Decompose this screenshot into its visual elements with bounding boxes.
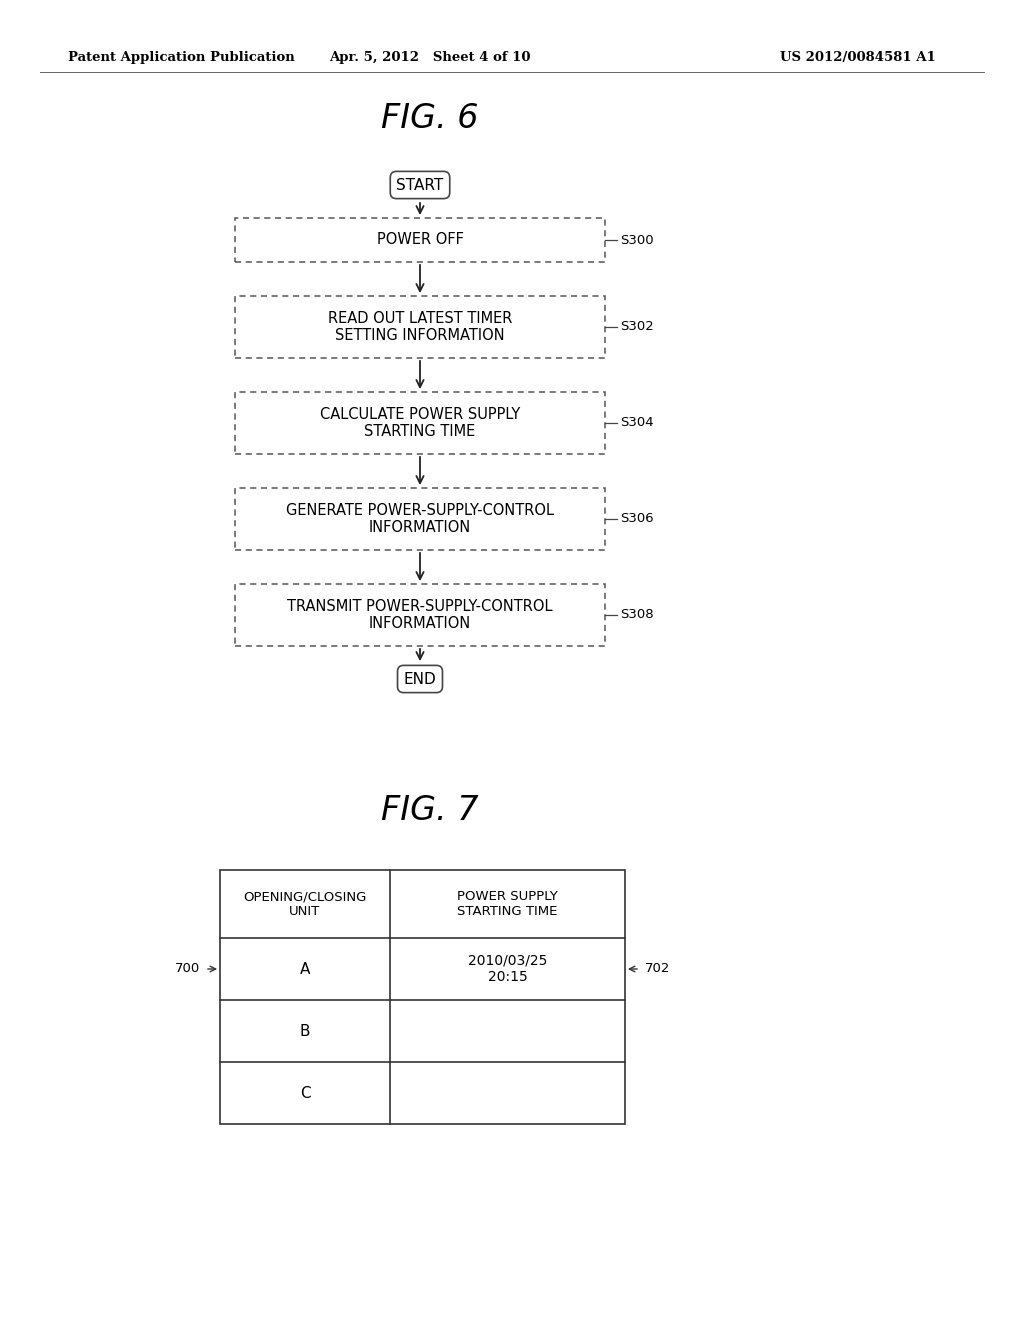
- Bar: [234, 488, 605, 550]
- Bar: [234, 296, 605, 358]
- Text: US 2012/0084581 A1: US 2012/0084581 A1: [780, 51, 936, 65]
- Text: S304: S304: [620, 417, 653, 429]
- Text: Patent Application Publication: Patent Application Publication: [68, 51, 295, 65]
- Bar: [234, 218, 605, 261]
- Text: 702: 702: [645, 962, 671, 975]
- Text: 700: 700: [175, 962, 200, 975]
- Bar: [234, 392, 605, 454]
- Text: TRANSMIT POWER-SUPPLY-CONTROL
INFORMATION: TRANSMIT POWER-SUPPLY-CONTROL INFORMATIO…: [288, 599, 553, 631]
- Text: S302: S302: [620, 321, 653, 334]
- Text: GENERATE POWER-SUPPLY-CONTROL
INFORMATION: GENERATE POWER-SUPPLY-CONTROL INFORMATIO…: [286, 503, 554, 535]
- Text: FIG. 7: FIG. 7: [381, 793, 479, 826]
- Text: S300: S300: [620, 234, 653, 247]
- Bar: [220, 870, 625, 1125]
- Text: CALCULATE POWER SUPPLY
STARTING TIME: CALCULATE POWER SUPPLY STARTING TIME: [319, 407, 520, 440]
- Text: START: START: [396, 177, 443, 193]
- Bar: [234, 583, 605, 645]
- Text: Apr. 5, 2012   Sheet 4 of 10: Apr. 5, 2012 Sheet 4 of 10: [330, 51, 530, 65]
- Text: C: C: [300, 1085, 310, 1101]
- Text: A: A: [300, 961, 310, 977]
- Text: READ OUT LATEST TIMER
SETTING INFORMATION: READ OUT LATEST TIMER SETTING INFORMATIO…: [328, 310, 512, 343]
- Text: POWER SUPPLY
STARTING TIME: POWER SUPPLY STARTING TIME: [457, 890, 558, 917]
- Text: FIG. 6: FIG. 6: [381, 102, 479, 135]
- Text: POWER OFF: POWER OFF: [377, 232, 464, 248]
- Text: B: B: [300, 1023, 310, 1039]
- Text: 2010/03/25
20:15: 2010/03/25 20:15: [468, 954, 547, 985]
- Text: END: END: [403, 672, 436, 686]
- Text: S308: S308: [620, 609, 653, 622]
- Text: OPENING/CLOSING
UNIT: OPENING/CLOSING UNIT: [244, 890, 367, 917]
- Text: S306: S306: [620, 512, 653, 525]
